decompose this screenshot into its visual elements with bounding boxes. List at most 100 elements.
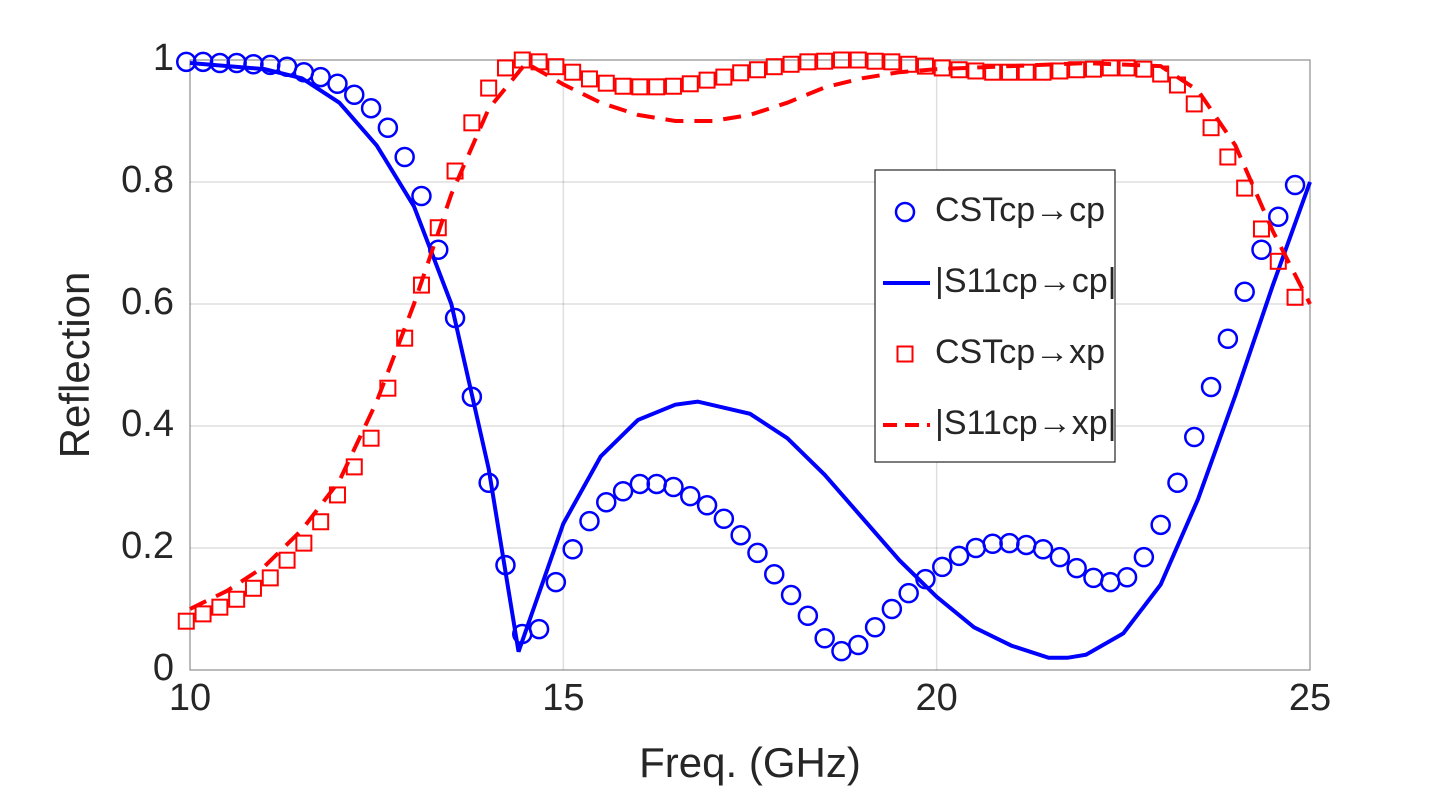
data-point xyxy=(562,538,583,560)
data-point xyxy=(344,84,365,106)
data-point xyxy=(194,605,212,623)
x-tick-label: 10 xyxy=(169,677,211,719)
data-point xyxy=(1284,174,1306,196)
data-point xyxy=(596,492,617,513)
legend-label: |S11cp→cp| xyxy=(935,262,1116,300)
data-point xyxy=(612,481,634,502)
data-point xyxy=(816,52,834,70)
data-point xyxy=(916,57,934,75)
data-point xyxy=(496,59,514,77)
data-point xyxy=(848,634,869,656)
data-point xyxy=(362,429,380,447)
data-point xyxy=(1101,59,1119,77)
data-point xyxy=(764,563,785,585)
legend-label: |S11cp→xp| xyxy=(935,404,1116,442)
y-tick-label: 0.6 xyxy=(121,281,174,323)
data-point xyxy=(765,58,783,76)
y-tick-label: 0.8 xyxy=(121,159,174,201)
data-point xyxy=(480,79,498,97)
data-point xyxy=(1118,59,1136,77)
x-tick-label: 15 xyxy=(542,677,584,719)
data-point xyxy=(866,52,884,70)
data-point xyxy=(1051,62,1069,80)
data-point xyxy=(1252,220,1270,238)
data-point xyxy=(177,612,195,630)
data-point xyxy=(1217,328,1239,350)
legend-swatch xyxy=(894,201,916,223)
data-point xyxy=(832,51,850,69)
data-point xyxy=(967,62,985,80)
data-point xyxy=(747,542,768,564)
data-point xyxy=(948,545,970,567)
data-point xyxy=(849,51,867,69)
data-point xyxy=(564,63,582,81)
legend-label: CSTcp→xp xyxy=(935,333,1105,371)
data-point xyxy=(730,524,751,546)
data-point xyxy=(463,114,481,132)
data-point xyxy=(394,146,415,168)
data-point xyxy=(327,73,348,95)
data-point xyxy=(799,53,817,71)
data-point xyxy=(1202,119,1220,137)
data-point xyxy=(648,78,666,96)
data-point xyxy=(295,534,313,552)
data-line xyxy=(189,60,1312,611)
data-point xyxy=(782,55,800,73)
data-point xyxy=(780,584,802,606)
x-tick-label: 20 xyxy=(916,677,958,719)
data-point xyxy=(545,571,567,593)
data-point xyxy=(1251,239,1272,260)
data-point xyxy=(211,598,229,616)
data-point xyxy=(261,569,279,587)
data-point xyxy=(1268,206,1289,228)
data-point xyxy=(814,628,835,649)
data-point xyxy=(715,68,733,86)
data-point xyxy=(900,55,918,73)
data-point xyxy=(1286,288,1304,306)
data-point xyxy=(883,53,901,71)
data-point xyxy=(1017,63,1035,81)
data-point xyxy=(748,61,766,79)
data-point xyxy=(580,70,598,88)
data-point xyxy=(1269,252,1287,270)
data-point xyxy=(631,78,649,96)
data-point xyxy=(984,63,1002,81)
data-point xyxy=(360,97,382,119)
data-point xyxy=(864,617,886,638)
data-point xyxy=(377,117,399,138)
y-tick-label: 0 xyxy=(153,647,174,689)
data-point xyxy=(278,551,296,569)
data-point xyxy=(1200,376,1222,398)
data-point xyxy=(312,513,330,531)
data-point xyxy=(797,605,819,626)
data-point xyxy=(663,476,684,498)
legend-swatch xyxy=(896,345,914,363)
data-point xyxy=(614,77,632,95)
y-tick-label: 0.2 xyxy=(121,525,174,567)
data-point xyxy=(310,66,331,88)
x-tick-label: 25 xyxy=(1289,677,1331,719)
data-point xyxy=(547,58,565,76)
data-point xyxy=(680,485,701,507)
data-point xyxy=(1133,546,1155,568)
plot-area xyxy=(190,60,1310,670)
data-point xyxy=(1185,95,1203,113)
legend-box xyxy=(874,169,1116,463)
data-point xyxy=(1032,538,1054,560)
data-point xyxy=(244,579,262,597)
data-point xyxy=(1150,514,1171,536)
data-point xyxy=(1049,546,1071,568)
data-point xyxy=(698,71,716,89)
data-point xyxy=(1066,557,1087,579)
data-point xyxy=(664,77,682,95)
data-point xyxy=(696,495,718,516)
data-point xyxy=(1116,567,1138,588)
data-point xyxy=(1234,281,1255,303)
plot-frame xyxy=(189,59,1311,671)
data-point xyxy=(597,74,615,92)
data-point xyxy=(528,618,550,640)
data-point xyxy=(681,75,699,93)
data-point xyxy=(732,64,750,82)
data-point xyxy=(932,556,953,578)
